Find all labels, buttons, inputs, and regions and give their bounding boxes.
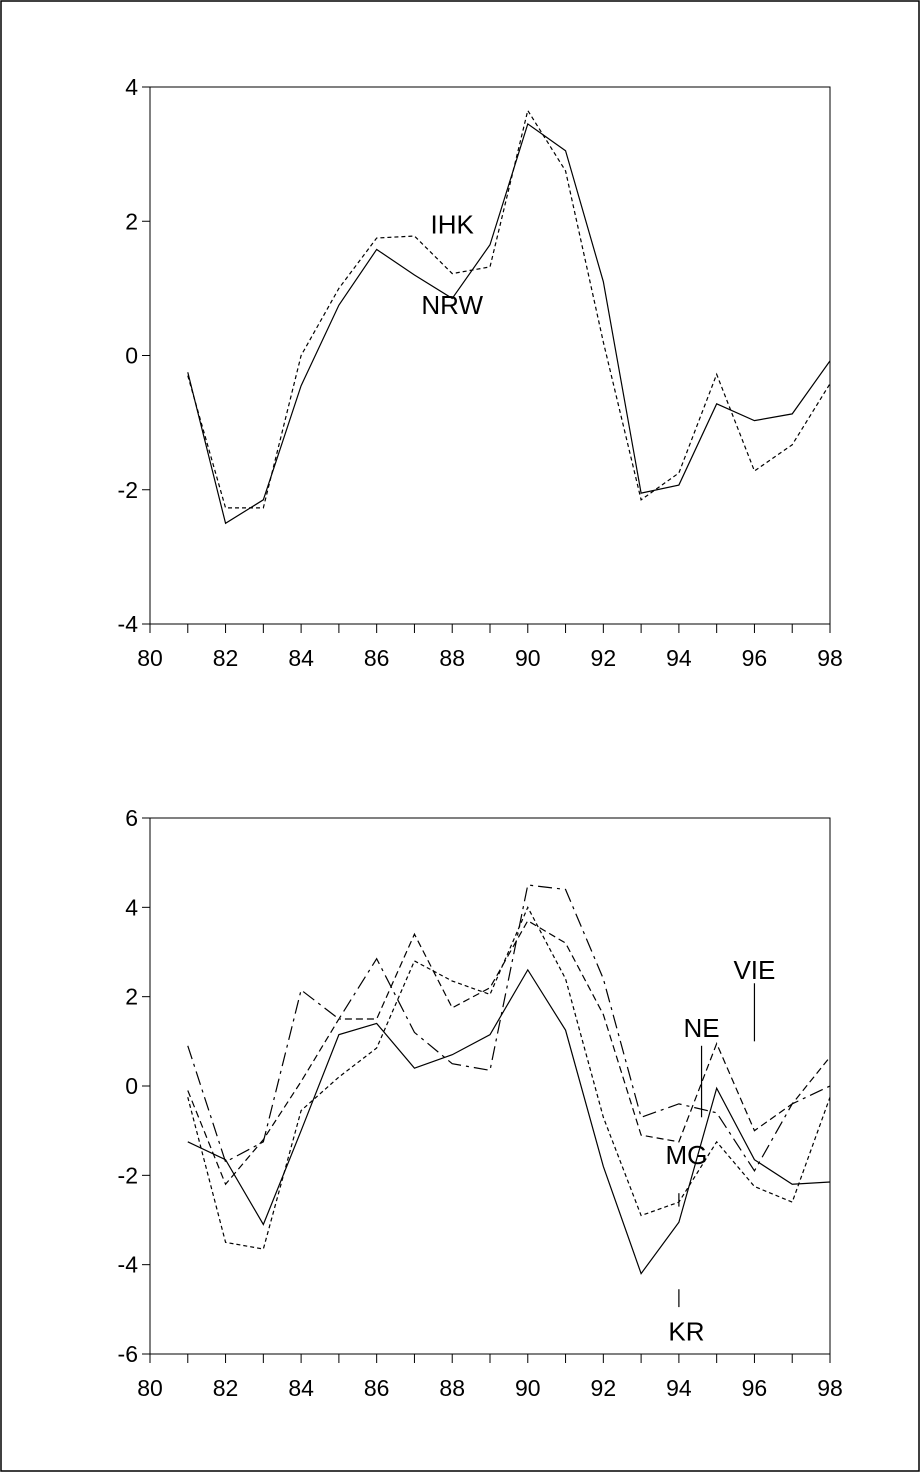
x-tick-label: 90 [515,645,541,671]
x-tick-label: 94 [666,1375,692,1401]
x-tick-label: 86 [364,1375,390,1401]
series-label-mg: MG [665,1140,707,1170]
x-tick-label: 90 [515,1375,541,1401]
x-tick-label: 80 [137,1375,163,1401]
y-tick-label: 4 [125,894,138,920]
y-tick-label: 4 [125,74,138,100]
x-tick-label: 84 [288,1375,314,1401]
x-tick-label: 98 [817,1375,843,1401]
x-tick-label: 92 [591,1375,617,1401]
series-label-ihk: IHK [431,210,475,240]
y-tick-label: -2 [118,1162,138,1188]
series-label-kr: KR [668,1317,704,1347]
y-tick-label: 0 [125,343,138,369]
series-line-nrw [187,122,831,525]
y-tick-label: 6 [125,805,138,831]
y-tick-label: -4 [118,1252,139,1278]
x-tick-label: 94 [666,645,692,671]
y-tick-label: 2 [125,208,138,234]
x-tick-label: 88 [439,1375,465,1401]
x-tick-label: 96 [742,645,768,671]
series-label-nrw: NRW [421,290,483,320]
x-tick-label: 92 [591,645,617,671]
x-tick-label: 80 [137,645,163,671]
y-tick-label: -2 [118,477,138,503]
series-line-ihk [187,108,831,509]
x-tick-label: 86 [364,645,390,671]
series-line-ne [187,919,831,1186]
x-tick-label: 98 [817,645,843,671]
x-tick-label: 96 [742,1375,768,1401]
y-tick-label: -6 [118,1341,138,1367]
x-tick-label: 82 [213,1375,239,1401]
x-tick-label: 82 [213,645,239,671]
series-label-ne: NE [683,1013,719,1043]
y-tick-label: -4 [118,611,139,637]
y-tick-label: 0 [125,1073,138,1099]
x-tick-label: 84 [288,645,314,671]
x-tick-label: 88 [439,645,465,671]
top-chart: -4 -2 0 2 4 80 82 84 86 88 90 92 94 96 98 IHK NRW [118,74,843,671]
y-tick-label: 2 [125,984,138,1010]
series-line-kr [187,968,831,1275]
bottom-chart: -6 -4 -2 0 2 4 6 80 82 84 86 88 90 92 94 96 98 VIE NE MG KR [118,805,843,1401]
series-line-vie [187,884,831,1173]
series-label-vie: VIE [733,955,775,985]
